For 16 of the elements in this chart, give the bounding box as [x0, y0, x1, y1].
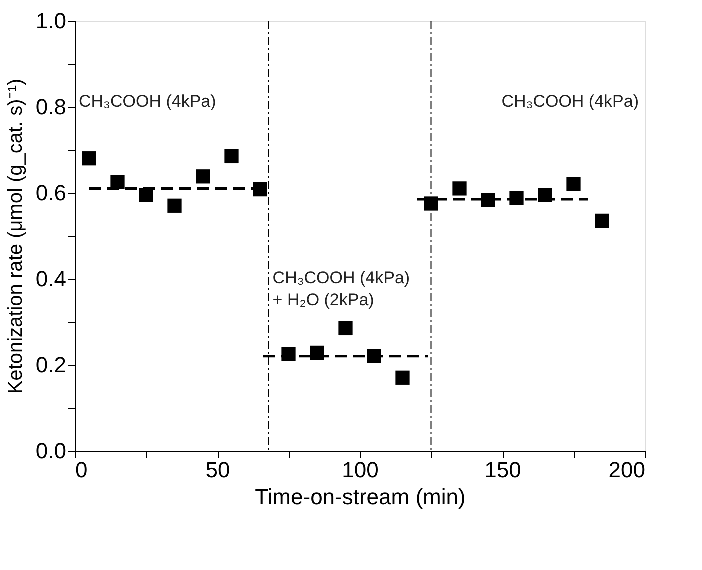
x-tick-label: 100 [342, 458, 379, 482]
x-tick-label: 50 [206, 458, 230, 482]
y-tick-label: 1.0 [36, 8, 66, 34]
y-axis-title: Ketonization rate (μmol (g_cat. s)⁻¹) [4, 78, 27, 394]
x-tick-label: 150 [484, 458, 522, 482]
y-tick-label: 0.4 [36, 266, 66, 292]
x-tick-label: 200 [608, 458, 646, 482]
x-tick-label: 0 [76, 458, 88, 482]
y-tick-label: 0.6 [36, 180, 66, 206]
y-tick-label: 0.2 [36, 352, 66, 378]
y-tick-label: 0.8 [36, 94, 66, 120]
annotation: CH₃COOH (4kPa) [79, 92, 216, 112]
annotation: CH₃COOH (4kPa) + H₂O (2kPa) [272, 268, 410, 310]
x-axis-title: Time-on-stream (min) [255, 484, 466, 510]
annotation: CH₃COOH (4kPa) [502, 92, 639, 112]
y-tick-label: 0.0 [36, 438, 66, 464]
